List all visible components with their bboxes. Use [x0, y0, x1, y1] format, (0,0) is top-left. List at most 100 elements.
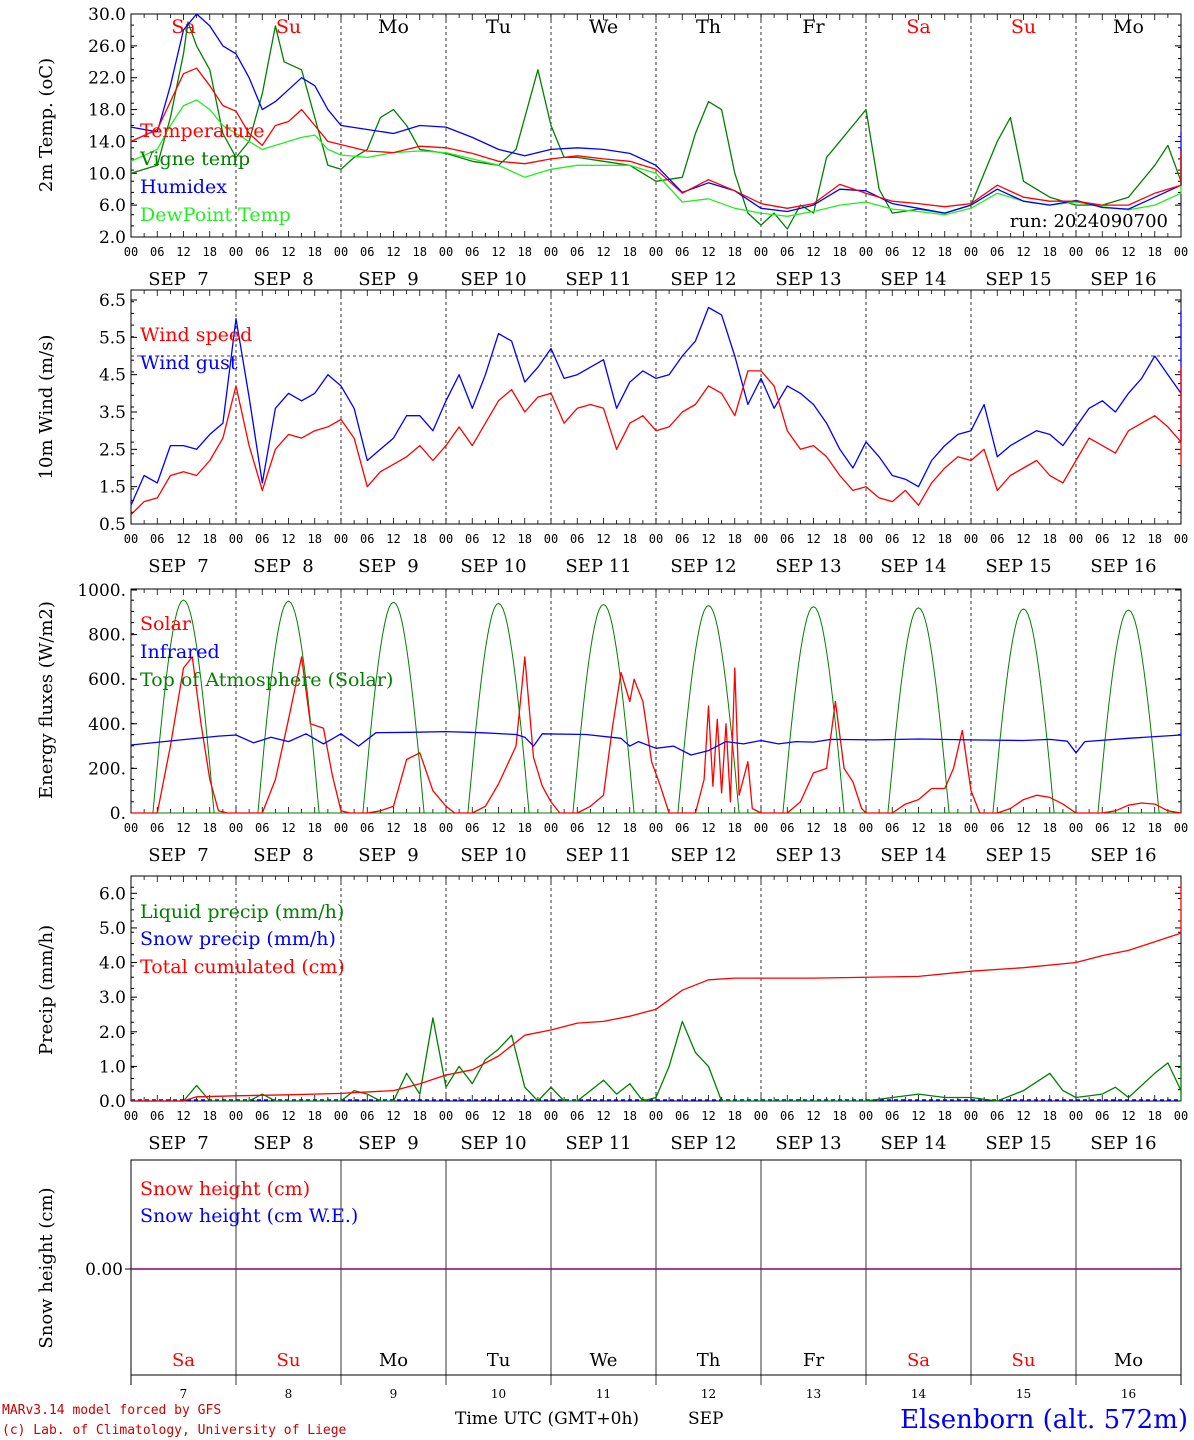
precip-series-line [131, 1017, 1182, 1102]
date-label: SEP 9 [358, 269, 418, 290]
hour-tick-label: 00 [859, 532, 873, 546]
legend-entry: DewPoint Temp [140, 204, 291, 226]
hour-tick-label: 00 [439, 245, 453, 259]
hour-tick-label: 18 [623, 532, 637, 546]
hour-tick-label: 12 [911, 532, 925, 546]
hour-tick-label: 06 [675, 532, 689, 546]
toa-solar-arc [257, 600, 320, 814]
y-tick-label: 800. [88, 626, 126, 646]
weekday-label: Sa [172, 1350, 195, 1371]
hour-tick-label: 00 [1174, 821, 1188, 835]
y-tick-label: 0.5 [99, 515, 126, 535]
hour-tick-label: 00 [439, 821, 453, 835]
hour-tick-label: 18 [518, 245, 532, 259]
weekday-label: Fr [803, 1350, 824, 1371]
date-label: SEP 15 [985, 845, 1051, 866]
panels: 00 06 12 18 00 06 12 18 00 06 12 18 00 06 12 18 00 06 12 18… [36, 5, 1188, 1401]
date-label: SEP 14 [880, 269, 946, 290]
hour-tick-label: 18 [413, 1109, 427, 1123]
legend-entry: Solar [140, 613, 192, 635]
hour-tick-label: 18 [413, 821, 427, 835]
hour-tick-label: 12 [386, 245, 400, 259]
hour-tick-label: 06 [675, 245, 689, 259]
footer-month-label: SEP [688, 1409, 724, 1429]
y-tick-label: 30.0 [88, 5, 126, 25]
wind-ylabel: 10m Wind (m/s) [36, 335, 57, 480]
y-tick-label: 1000. [77, 581, 126, 601]
temperature-panel: 00 06 12 18 00 06 12 18 00 06 12 18 00 06 12 18 00 06 12 18… [36, 5, 1188, 290]
hour-tick-label: 12 [1121, 532, 1135, 546]
hour-tick-label: 00 [754, 245, 768, 259]
date-label: SEP 16 [1090, 1133, 1156, 1154]
hour-tick-label: 00 [334, 245, 348, 259]
hour-tick-label: 06 [465, 245, 479, 259]
hour-tick-label: 18 [623, 1109, 637, 1123]
date-label: SEP 9 [358, 556, 418, 577]
hour-tick-label: 06 [360, 1109, 374, 1123]
hour-tick-label: 00 [1069, 1109, 1083, 1123]
date-label: SEP 11 [565, 269, 631, 290]
hour-tick-label: 18 [833, 1109, 847, 1123]
date-label: SEP 7 [148, 1133, 208, 1154]
weekday-label: Su [1012, 1350, 1036, 1371]
footer: MARv3.14 model forced by GFS (c) Lab. of… [2, 1403, 1188, 1438]
day-number-label: 14 [911, 1387, 927, 1401]
date-label: SEP 15 [985, 269, 1051, 290]
hour-tick-label: 00 [649, 245, 663, 259]
hour-tick-label: 18 [728, 245, 742, 259]
y-tick-label: 200. [88, 759, 126, 779]
hour-tick-label: 00 [964, 245, 978, 259]
hour-tick-label: 18 [308, 821, 322, 835]
hour-tick-label: 06 [990, 1109, 1004, 1123]
date-label: SEP 11 [565, 845, 631, 866]
y-tick-label: 14.0 [88, 132, 126, 152]
y-tick-label: 400. [88, 715, 126, 735]
date-label: SEP 16 [1090, 845, 1156, 866]
hour-tick-label: 12 [701, 532, 715, 546]
hour-tick-label: 00 [964, 821, 978, 835]
weekday-label: Sa [907, 1350, 930, 1371]
hour-tick-label: 18 [938, 1109, 952, 1123]
hour-tick-label: 12 [491, 821, 505, 835]
hour-tick-label: 12 [806, 245, 820, 259]
hour-tick-label: 12 [491, 532, 505, 546]
hour-tick-label: 12 [806, 532, 820, 546]
toa-solar-arc [467, 602, 530, 814]
hour-tick-label: 12 [386, 532, 400, 546]
date-label: SEP 16 [1090, 556, 1156, 577]
legend-entry: Vigne temp [139, 148, 250, 170]
hour-tick-label: 12 [701, 245, 715, 259]
wind-panel: 00 06 12 18 00 06 12 18 00 06 12 18 00 06 12 18 00 06 12 18… [36, 289, 1188, 577]
date-label: SEP 13 [775, 845, 841, 866]
hour-tick-label: 06 [150, 1109, 164, 1123]
hour-tick-label: 12 [1016, 1109, 1030, 1123]
weekday-label: Mo [1114, 1350, 1143, 1371]
hour-tick-label: 00 [229, 245, 243, 259]
hour-tick-label: 18 [203, 821, 217, 835]
date-label: SEP 12 [670, 845, 736, 866]
hour-tick-label: 06 [885, 821, 899, 835]
hour-tick-label: 00 [964, 532, 978, 546]
station-title: Elsenborn (alt. 572m) [900, 1405, 1188, 1435]
hour-tick-label: 06 [570, 245, 584, 259]
date-label: SEP 13 [775, 269, 841, 290]
date-label: SEP 7 [148, 269, 208, 290]
date-label: SEP 8 [253, 556, 313, 577]
hour-tick-label: 00 [334, 821, 348, 835]
hour-tick-label: 06 [150, 245, 164, 259]
toa-solar-arc [887, 607, 950, 814]
date-label: SEP 8 [253, 845, 313, 866]
hour-tick-label: 12 [176, 245, 190, 259]
hour-tick-label: 12 [911, 1109, 925, 1123]
hour-tick-label: 06 [255, 1109, 269, 1123]
hour-tick-label: 06 [255, 821, 269, 835]
date-label: SEP 12 [670, 1133, 736, 1154]
legend-entry: Wind speed [140, 324, 252, 346]
date-label: SEP 13 [775, 1133, 841, 1154]
hour-tick-label: 06 [780, 245, 794, 259]
hour-tick-label: 00 [124, 532, 138, 546]
hour-tick-label: 12 [176, 821, 190, 835]
run-annotation: run: 2024090700 [1010, 211, 1168, 232]
hour-tick-label: 12 [911, 821, 925, 835]
hour-tick-label: 18 [518, 1109, 532, 1123]
